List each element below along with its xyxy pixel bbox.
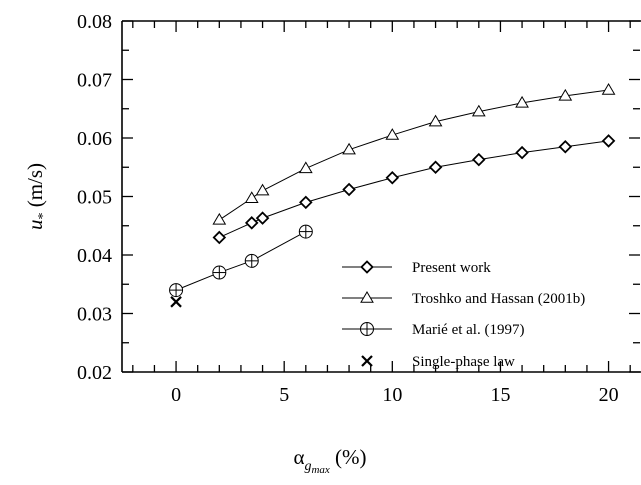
series-2 <box>169 224 313 298</box>
y-tick-label: 0.05 <box>77 187 112 209</box>
y-tick-label: 0.02 <box>77 362 112 384</box>
data-point <box>212 230 227 245</box>
data-point <box>472 152 486 167</box>
data-point <box>244 216 259 230</box>
triangle-marker <box>244 191 259 203</box>
data-point <box>169 283 184 298</box>
diamond-marker <box>244 216 259 230</box>
data-point <box>428 160 443 175</box>
legend-label: Marié et al. (1997) <box>412 322 524 338</box>
legend: Present work Troshko and Hassan (2001b) Ma… <box>342 260 585 370</box>
data-point <box>515 95 529 108</box>
data-point <box>298 224 313 239</box>
series-line <box>175 231 307 291</box>
data-point <box>244 253 259 268</box>
diamond-marker <box>472 152 486 167</box>
series-line <box>219 140 609 238</box>
data-point <box>212 265 227 280</box>
data-point <box>515 145 529 160</box>
data-point <box>385 171 400 185</box>
x-axis-label: αgmax (%) <box>293 445 366 476</box>
x-marker-b <box>361 355 373 367</box>
diamond-marker <box>601 134 616 148</box>
data-point <box>471 104 486 117</box>
legend-entry: Present work <box>342 260 491 276</box>
data-point <box>342 182 356 197</box>
triangle-marker <box>255 183 270 196</box>
legend-label: Single-phase law <box>412 354 515 370</box>
data-point <box>385 128 400 140</box>
data-marks <box>169 83 616 308</box>
legend-entry: Troshko and Hassan (2001b) <box>342 291 585 307</box>
series-0 <box>212 134 616 245</box>
data-point <box>298 161 313 174</box>
diamond-marker <box>558 140 573 154</box>
diamond-marker <box>299 195 313 210</box>
data-point <box>255 183 270 196</box>
data-point <box>244 191 259 203</box>
y-tick-label: 0.04 <box>77 245 112 267</box>
x-tick-label: 15 <box>490 384 510 406</box>
axes: 0 5 10 15 20 0.02 0.03 0.04 0.05 0.06 0.07 0.08 αgma… <box>23 11 641 476</box>
x-tick-label: 0 <box>171 384 181 406</box>
triangle-marker <box>471 104 486 117</box>
legend-entry: Single-phase law <box>361 354 515 370</box>
triangle-marker <box>342 142 356 155</box>
data-point <box>212 212 227 225</box>
x-marker-b <box>170 296 182 308</box>
triangle-marker <box>515 95 529 108</box>
triangle-marker <box>360 291 374 303</box>
diamond-marker <box>212 230 227 245</box>
y-tick-label: 0.03 <box>77 304 112 326</box>
series-3 <box>170 296 182 308</box>
data-point <box>342 142 356 155</box>
y-tick-label: 0.07 <box>77 70 112 92</box>
triangle-marker <box>601 83 616 95</box>
triangle-marker <box>385 128 400 140</box>
diamond-marker <box>428 160 443 175</box>
triangle-marker <box>428 114 443 127</box>
y-axis-label: u* (m/s) <box>23 163 51 230</box>
data-point <box>558 140 573 154</box>
diamond-marker <box>360 260 374 274</box>
series-1 <box>212 83 616 225</box>
data-point <box>601 83 616 95</box>
data-point <box>170 296 182 308</box>
legend-label: Troshko and Hassan (2001b) <box>412 291 585 307</box>
triangle-marker <box>212 212 227 225</box>
data-point <box>255 211 270 225</box>
diamond-marker <box>342 182 356 197</box>
data-point <box>299 195 313 210</box>
triangle-marker <box>558 88 573 101</box>
series-line <box>219 89 609 221</box>
legend-label: Present work <box>412 260 491 276</box>
x-tick-label: 20 <box>599 384 619 406</box>
y-tick-label: 0.08 <box>77 11 112 33</box>
triangle-marker <box>298 161 313 174</box>
data-point <box>558 88 573 101</box>
y-tick-label: 0.06 <box>77 128 112 150</box>
x-tick-label: 5 <box>279 384 289 406</box>
diamond-marker <box>515 145 529 160</box>
legend-entry: Marié et al. (1997) <box>342 322 524 338</box>
diamond-marker <box>255 211 270 225</box>
data-point <box>601 134 616 148</box>
diamond-marker <box>385 171 400 185</box>
data-point <box>428 114 443 127</box>
x-tick-label: 10 <box>382 384 402 406</box>
